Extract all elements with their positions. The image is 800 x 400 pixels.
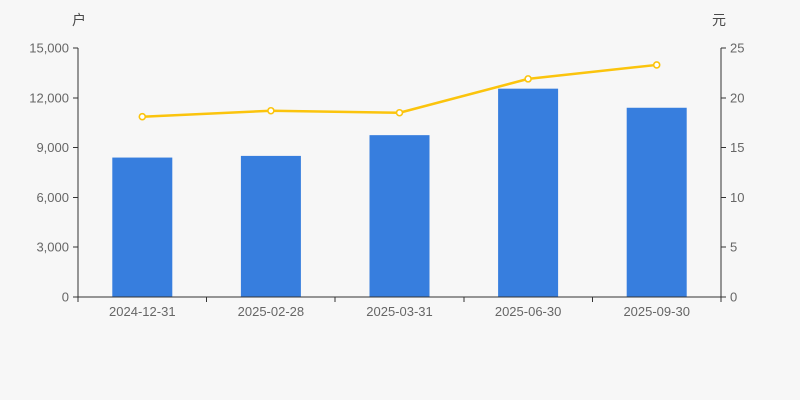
y-axis-left-tick-label: 3,000	[36, 240, 69, 255]
bar[interactable]	[626, 107, 687, 297]
y-axis-right-tick-label: 25	[730, 41, 744, 56]
x-axis-date-label: 2024-12-31	[109, 304, 176, 319]
bar[interactable]	[240, 155, 301, 297]
x-axis-date-label: 2025-03-31	[366, 304, 433, 319]
line-point-marker[interactable]	[395, 108, 404, 117]
y-axis-left-tick-label: 9,000	[36, 140, 69, 155]
x-axis-date-label: 2025-02-28	[238, 304, 305, 319]
bar[interactable]	[369, 135, 430, 297]
y-axis-right-tick-label: 20	[730, 90, 744, 105]
right-axis-unit-label: 元	[712, 12, 726, 28]
line-point-marker[interactable]	[267, 106, 275, 115]
bar[interactable]	[112, 157, 173, 297]
x-axis-date-label: 2025-09-30	[623, 304, 690, 319]
left-axis-unit-label: 户	[72, 12, 86, 28]
y-axis-right-tick-label: 15	[730, 140, 744, 155]
y-axis-left-tick-label: 0	[62, 290, 69, 305]
line-point-marker[interactable]	[138, 112, 147, 121]
line-point-marker[interactable]	[524, 75, 532, 83]
y-axis-left-tick-label: 12,000	[29, 90, 69, 105]
line-point-marker[interactable]	[652, 61, 661, 69]
y-axis-right-tick-label: 5	[730, 240, 737, 255]
x-axis-date-label: 2025-06-30	[495, 304, 562, 319]
y-axis-left-tick-label: 15,000	[29, 41, 69, 56]
y-axis-right-tick-label: 10	[730, 190, 744, 205]
bar[interactable]	[498, 88, 559, 297]
y-axis-right-tick-label: 0	[730, 290, 737, 305]
y-axis-left-tick-label: 6,000	[36, 190, 69, 205]
